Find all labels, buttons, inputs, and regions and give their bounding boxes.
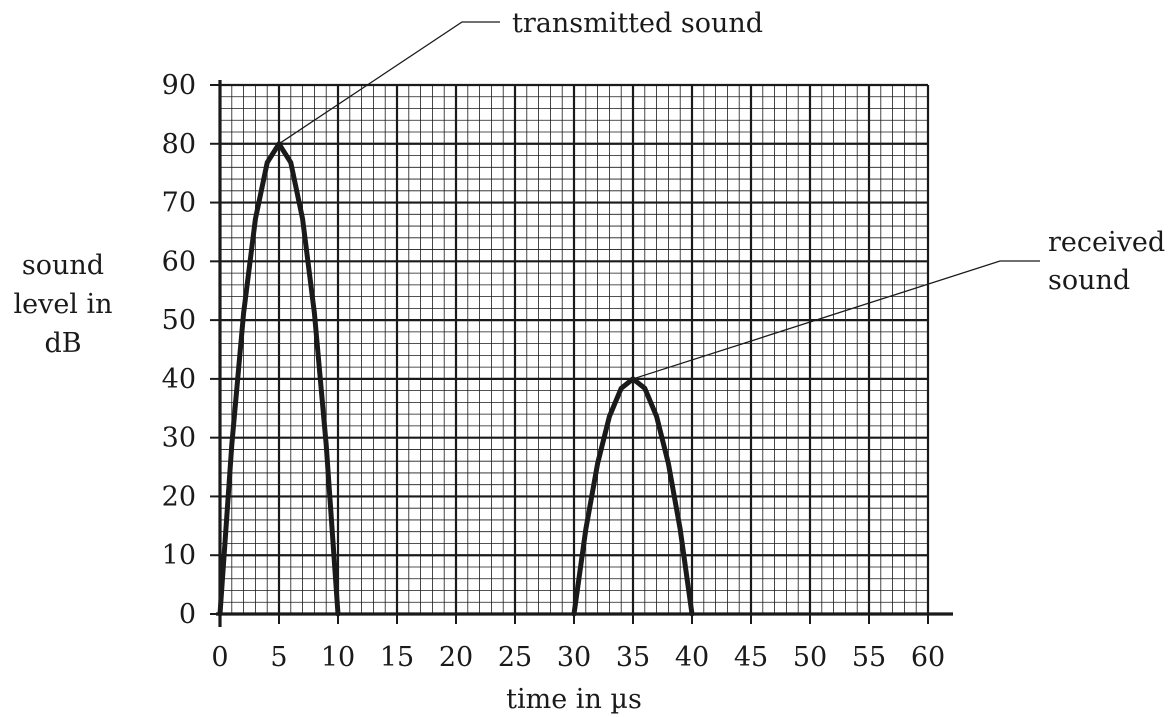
y-tick-label: 90 xyxy=(162,70,196,101)
x-tick-label: 30 xyxy=(557,642,591,673)
grid xyxy=(218,83,930,616)
received-sound-leader xyxy=(632,260,1040,380)
x-tick-label: 40 xyxy=(675,642,709,673)
x-tick-label: 50 xyxy=(793,642,827,673)
received-sound-curve xyxy=(571,376,695,617)
received-sound-label: received xyxy=(1048,227,1165,258)
y-tick-label: 30 xyxy=(162,423,196,454)
y-axis-title-line: dB xyxy=(44,328,81,359)
y-axis-title-line: level in xyxy=(13,289,112,320)
y-tick-label: 60 xyxy=(162,246,196,277)
x-tick-label: 20 xyxy=(439,642,473,673)
y-tick-label: 50 xyxy=(162,305,196,336)
x-tick-label: 55 xyxy=(852,642,886,673)
x-tick-label: 45 xyxy=(734,642,768,673)
transmitted-sound-leader xyxy=(278,21,500,145)
x-tick-label: 25 xyxy=(498,642,532,673)
x-tick-label: 10 xyxy=(321,642,355,673)
y-axis-title: sound level in dB xyxy=(13,250,112,359)
x-tick-label: 0 xyxy=(211,642,228,673)
transmitted-sound-curve xyxy=(217,141,341,617)
y-tick-label: 20 xyxy=(162,481,196,512)
y-tick-label: 0 xyxy=(179,599,196,630)
x-axis-title: time in µs xyxy=(506,684,642,715)
tick-labels: 0 5 10 15 20 25 30 35 40 45 50 55 60 0 10 20 30 40 50 60 70 8… xyxy=(162,70,946,673)
series xyxy=(217,141,695,617)
x-tick-label: 60 xyxy=(911,642,945,673)
received-sound-label: sound xyxy=(1048,265,1130,296)
y-tick-label: 70 xyxy=(162,188,196,219)
x-tick-label: 35 xyxy=(616,642,650,673)
x-tick-label: 5 xyxy=(270,642,287,673)
y-tick-label: 40 xyxy=(162,364,196,395)
y-tick-label: 10 xyxy=(162,540,196,571)
y-axis-title-line: sound xyxy=(22,250,104,281)
transmitted-sound-label: transmitted sound xyxy=(512,8,763,39)
y-tick-label: 80 xyxy=(162,129,196,160)
x-tick-label: 15 xyxy=(380,642,414,673)
annotations: transmitted sound received sound xyxy=(278,8,1165,380)
